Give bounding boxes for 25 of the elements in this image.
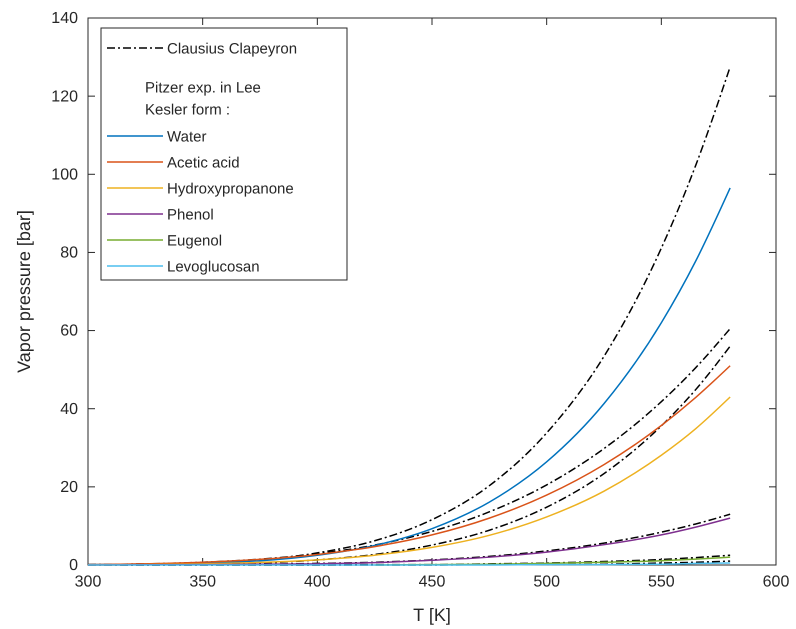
x-tick-label: 350: [189, 573, 216, 590]
legend-label: Eugenol: [167, 232, 222, 250]
y-tick-label: 60: [60, 322, 78, 340]
x-tick-label: 400: [304, 573, 331, 590]
x-tick-label: 550: [648, 573, 675, 590]
x-tick-label: 600: [762, 573, 790, 590]
legend-label: Acetic acid: [167, 154, 240, 172]
y-tick-label: 80: [60, 244, 78, 262]
legend-label: Phenol: [167, 206, 214, 224]
legend-label: Hydroxypropanone: [167, 180, 294, 198]
legend-label: Clausius Clapeyron: [167, 40, 298, 58]
x-axis-title: T [K]: [413, 605, 451, 625]
x-tick-label: 450: [418, 573, 446, 590]
legend-title: Pitzer exp. in Lee Kesler form :: [145, 79, 261, 118]
y-axis-title: Vapor pressure [bar]: [14, 210, 34, 373]
y-tick-label: 140: [51, 10, 78, 28]
x-tick-label: 500: [533, 573, 560, 590]
y-tick-label: 100: [51, 166, 78, 184]
y-tick-label: 40: [60, 400, 78, 418]
legend-label: Water: [167, 128, 206, 146]
y-tick-label: 20: [60, 478, 78, 496]
y-tick-label: 120: [51, 88, 78, 106]
legend-label: Levoglucosan: [167, 258, 260, 276]
x-tick-label: 300: [74, 573, 102, 590]
y-tick-label: 0: [69, 557, 78, 574]
